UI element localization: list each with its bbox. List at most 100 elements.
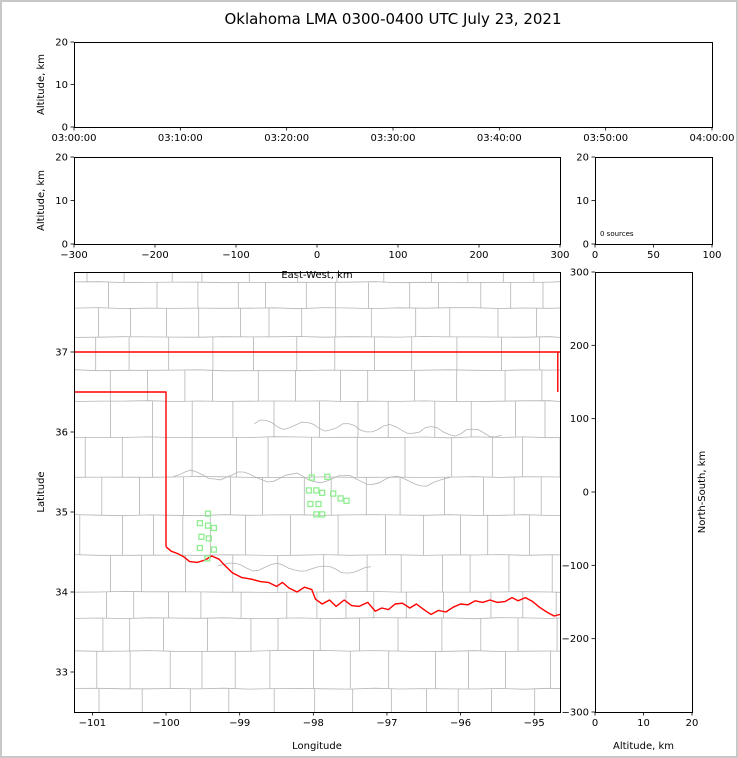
ew-height-xlabel: East-West, km: [281, 270, 352, 281]
station-marker: [315, 500, 322, 508]
x-tick-label: 03:40:00: [477, 133, 522, 144]
station-marker: [196, 520, 204, 527]
x-tick-label: 50: [647, 250, 660, 261]
station-marker: [204, 555, 211, 562]
state-border-panhandle-border: [74, 391, 167, 547]
y-tick-label: 10: [55, 80, 68, 91]
ew-height-ylabel: Altitude, km: [36, 170, 47, 231]
county-borders-vertical: [79, 272, 560, 712]
station-marker: [204, 522, 212, 529]
station-marker: [198, 533, 205, 540]
time-height-frame: [74, 42, 713, 128]
x-tick-label: −96: [450, 718, 471, 729]
x-tick-label: −101: [79, 718, 106, 729]
y-tick-label: 36: [55, 428, 68, 439]
map-content: [74, 272, 560, 712]
x-tick-label: 03:10:00: [158, 133, 203, 144]
y-tick-label: 34: [55, 588, 68, 599]
station-marker: [308, 474, 315, 481]
county-borders-horizontal: [74, 281, 560, 690]
y-tick-label: 20: [576, 153, 589, 164]
y-tick-label: 300: [570, 268, 589, 279]
x-tick-label: 04:00:00: [690, 133, 735, 144]
station-marker: [210, 546, 218, 553]
time-height-ticks: 03:00:00 03:10:00 03:20:00 03:30:00 03:40:00…: [52, 38, 735, 145]
station-marker: [204, 510, 212, 517]
river-boundary: [254, 419, 502, 438]
x-tick-label: 200: [469, 250, 488, 261]
x-tick-label: 20: [686, 718, 699, 729]
ew-height-ticks: −300 −200 −100 0 100 200 300 0 10 20: [55, 153, 569, 262]
station-marker: [305, 487, 313, 494]
station-marker: [307, 500, 314, 508]
x-tick-label: 0: [592, 250, 598, 261]
ew-height-frame: [74, 157, 561, 245]
x-tick-label: 100: [702, 250, 721, 261]
lma-stations: [196, 473, 350, 562]
plan-view-xlabel: Longitude: [292, 741, 342, 752]
x-tick-label: −200: [141, 250, 168, 261]
plan-view-frame: [74, 272, 561, 713]
y-tick-label: 10: [576, 196, 589, 207]
ns-height-xlabel: Altitude, km: [613, 741, 674, 752]
y-tick-label: 10: [55, 196, 68, 207]
state-border-red-river-border: [165, 546, 560, 617]
ns-height-panel: Altitude, km North-South, km: [595, 272, 708, 752]
station-marker: [324, 473, 331, 480]
figure-title: Oklahoma LMA 0300-0400 UTC July 23, 2021: [224, 10, 562, 28]
x-tick-label: −300: [60, 250, 87, 261]
x-tick-label: 03:20:00: [264, 133, 309, 144]
x-tick-label: −98: [303, 718, 324, 729]
y-tick-label: 200: [570, 341, 589, 352]
time-height-panel: Altitude, km: [36, 42, 713, 128]
plan-view-ylabel: Latitude: [36, 471, 47, 512]
y-tick-label: 20: [55, 38, 68, 49]
x-tick-label: 100: [388, 250, 407, 261]
station-marker: [205, 535, 212, 542]
station-marker: [196, 544, 204, 552]
plan-view-panel: Longitude Latitude: [36, 272, 561, 752]
ns-height-ticks: 0 10 20 −300 −200 −100 0 100 200 300: [562, 268, 699, 730]
y-tick-label: 0: [583, 488, 589, 499]
station-marker: [343, 497, 350, 504]
station-marker: [319, 489, 326, 496]
y-tick-label: 0: [62, 123, 68, 134]
y-tick-label: 35: [55, 508, 68, 519]
station-marker: [313, 511, 320, 518]
x-tick-label: 300: [550, 250, 569, 261]
y-tick-label: 0: [583, 240, 589, 251]
source-count-annotation: 0 sources: [600, 230, 634, 238]
source-histogram-panel: 0 sources: [595, 157, 713, 245]
station-marker: [210, 524, 218, 532]
x-tick-label: −100: [222, 250, 249, 261]
x-tick-label: −97: [376, 718, 397, 729]
x-tick-label: −95: [524, 718, 545, 729]
y-tick-label: −200: [562, 634, 589, 645]
x-tick-label: −99: [229, 718, 250, 729]
y-tick-label: 0: [62, 240, 68, 251]
plan-view-ticks: −101 −100 −99 −98 −97 −96 −95 33 34 35 36 37: [55, 348, 545, 730]
source-histogram-frame: [595, 157, 713, 245]
ew-height-panel: East-West, km Altitude, km: [36, 157, 561, 281]
x-tick-label: 03:50:00: [583, 133, 628, 144]
x-tick-label: 03:00:00: [52, 133, 97, 144]
x-tick-label: 0: [314, 250, 320, 261]
station-marker: [313, 487, 320, 494]
station-marker: [330, 490, 337, 497]
y-tick-label: 100: [570, 414, 589, 425]
x-tick-label: 10: [637, 718, 650, 729]
x-tick-label: −100: [152, 718, 179, 729]
y-tick-label: −300: [562, 708, 589, 719]
ns-height-ylabel: North-South, km: [697, 451, 708, 534]
source-histogram-ticks: 0 50 100 0 10 20: [576, 153, 721, 262]
x-tick-label: 03:30:00: [371, 133, 416, 144]
y-tick-label: 37: [55, 348, 68, 359]
y-tick-label: 33: [55, 668, 68, 679]
river-boundary: [173, 469, 451, 487]
station-marker: [319, 511, 326, 518]
station-marker: [337, 495, 344, 502]
y-tick-label: −100: [562, 561, 589, 572]
river-boundary: [217, 562, 371, 574]
